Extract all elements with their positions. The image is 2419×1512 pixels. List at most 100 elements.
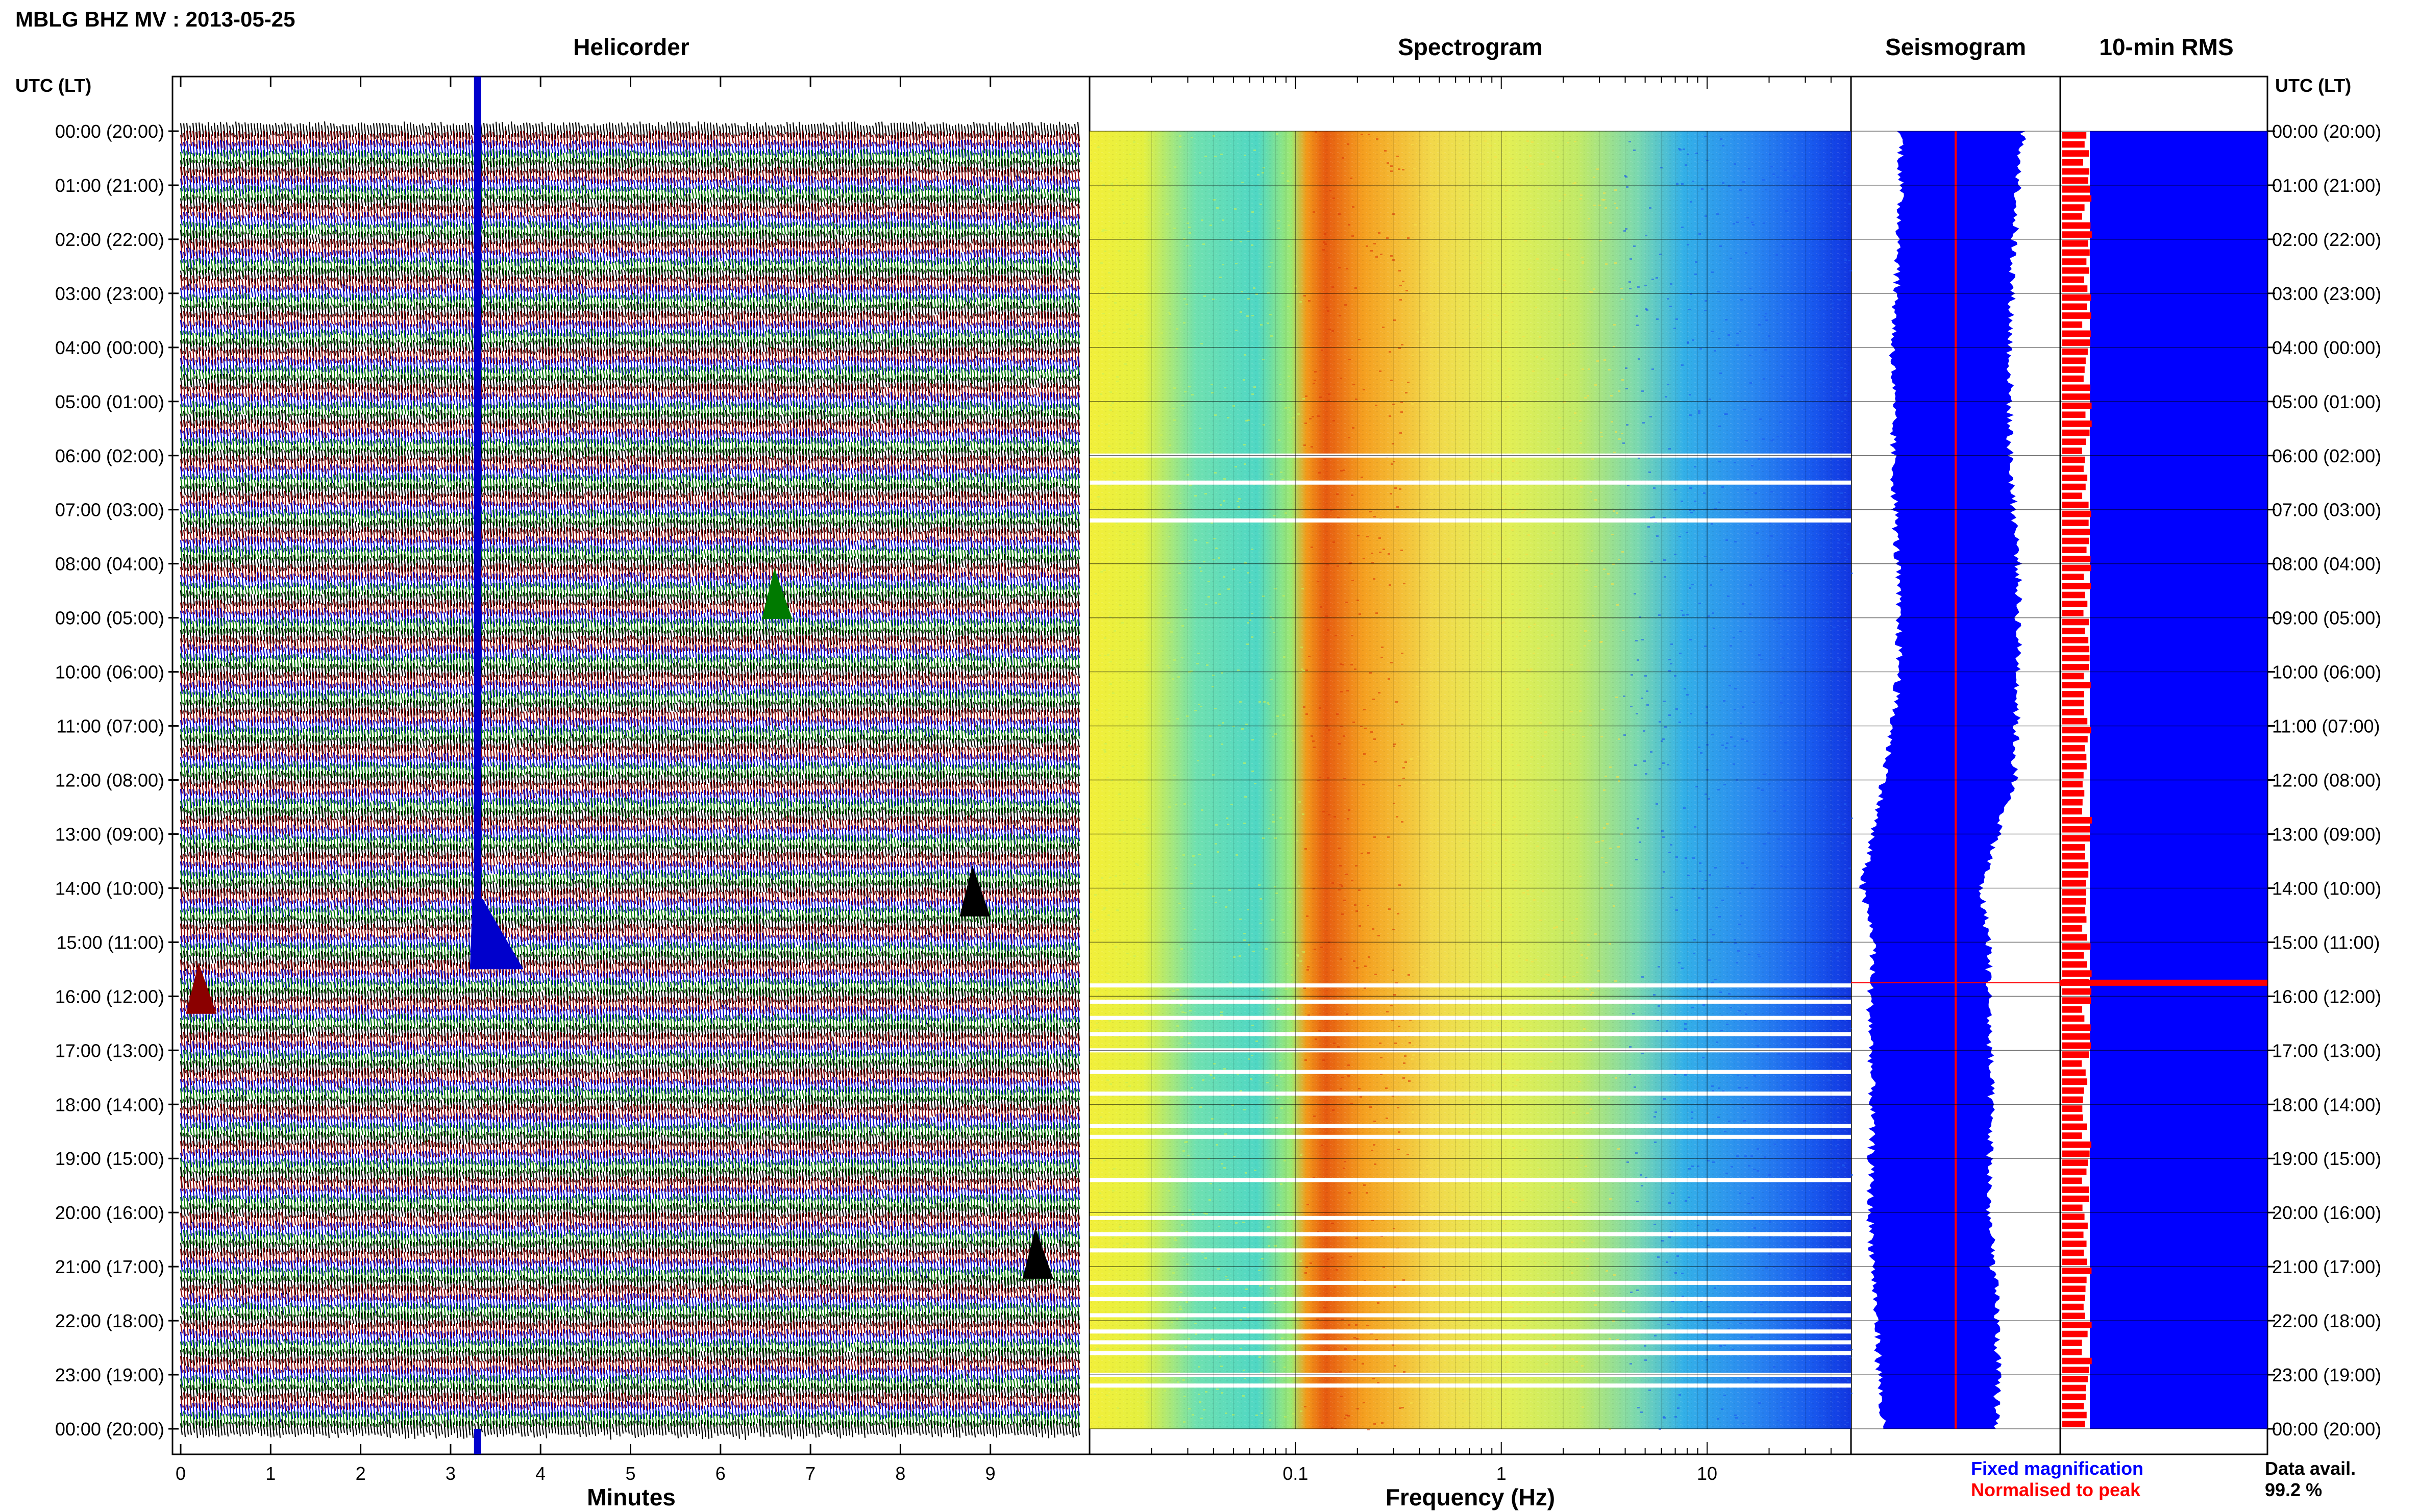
spectrogram-cell	[1392, 404, 1395, 405]
spectrogram-cell	[1641, 390, 1644, 392]
spectrogram-cell	[1424, 875, 1426, 877]
spectrogram-cell	[1620, 288, 1623, 289]
spectrogram-cell	[1389, 584, 1391, 586]
rms-red-bar	[2062, 663, 2089, 671]
rms-red-bar	[2062, 871, 2089, 878]
spectrogram-cell	[1679, 1394, 1681, 1396]
spectrogram-cell	[1571, 932, 1573, 934]
spectrogram-cell	[1528, 626, 1531, 628]
spectrogram-cell	[1659, 254, 1662, 255]
spectrogram-cell	[1276, 1215, 1278, 1217]
spectrogram-cell	[1313, 747, 1316, 748]
spectrogram-cell	[1223, 1167, 1226, 1169]
spectrogram-cell	[1437, 313, 1440, 315]
spectrogram-cell	[1240, 1090, 1242, 1092]
spectrogram-cell	[1562, 428, 1565, 429]
spectrogram-cell	[1792, 526, 1794, 528]
spectrogram-cell	[1429, 893, 1431, 895]
spectrogram-cell	[1106, 1395, 1108, 1396]
spectrogram-cell	[1689, 394, 1691, 395]
spectrogram-cell	[1373, 1121, 1376, 1122]
spectrogram-cell	[1695, 786, 1698, 787]
spectrogram-cell	[1693, 953, 1695, 954]
helicorder-trace	[180, 716, 1080, 738]
spectrogram-cell	[1804, 1100, 1807, 1102]
helicorder-trace	[180, 626, 1080, 648]
spectrogram-cell	[1125, 1334, 1128, 1335]
spectrogram-cell	[1398, 348, 1401, 349]
spectrogram-cell	[1289, 901, 1291, 903]
spectrogram-cell	[1460, 840, 1462, 841]
helicorder-trace	[180, 698, 1080, 720]
spectrogram-cell	[1274, 837, 1277, 839]
spectrogram-cell	[1748, 1165, 1750, 1167]
spectrogram-cell	[1841, 1106, 1844, 1107]
spectrogram-cell	[1378, 692, 1380, 693]
spectrogram-title: Spectrogram	[1398, 34, 1543, 60]
spectrogram-cell	[1213, 538, 1216, 539]
spectrogram-cell	[1437, 707, 1439, 709]
spectrogram-cell	[1719, 373, 1722, 374]
spectrogram-gap	[1090, 1032, 1851, 1036]
spectrogram-cell	[1152, 1403, 1154, 1404]
spectrogram-cell	[1679, 149, 1682, 151]
spectrogram-cell	[1716, 1229, 1719, 1231]
spectrogram-cell	[1601, 840, 1604, 841]
spectrogram-cell	[1804, 170, 1807, 171]
spectrogram-cell	[1765, 1267, 1768, 1269]
spectrogram-cell	[1285, 407, 1287, 409]
spectrogram-cell	[1534, 624, 1536, 625]
spectrogram-cell	[1198, 854, 1201, 855]
spectrogram-cell	[1650, 751, 1652, 753]
spectrogram-cell	[1562, 730, 1564, 731]
spectrogram-cell	[1756, 532, 1759, 534]
spectrogram-cell	[1121, 532, 1123, 533]
spectrogram-cell	[1802, 236, 1805, 238]
spectrogram-cell	[1544, 731, 1547, 733]
spectrogram-cell	[1179, 503, 1181, 504]
spectrogram-cell	[1609, 222, 1612, 224]
helicorder-trace	[180, 356, 1080, 377]
spectrogram-cell	[1707, 1306, 1710, 1307]
spectrogram-cell	[1688, 1197, 1690, 1198]
spectrogram-cell	[1840, 367, 1843, 368]
spectrogram-cell	[1751, 221, 1754, 223]
spectrogram-cell	[1706, 1359, 1708, 1360]
spectrogram-cell	[1437, 886, 1440, 888]
rms-red-bar	[2062, 1069, 2086, 1076]
rms-red-bar	[2062, 510, 2091, 517]
spectrogram-cell	[1597, 970, 1600, 972]
spectrogram-cell	[1417, 756, 1420, 757]
spectrogram-cell	[1267, 323, 1269, 324]
spectrogram-cell	[1775, 254, 1778, 256]
spectrogram-cell	[1590, 1108, 1592, 1110]
spectrogram-cell	[1772, 439, 1774, 440]
spectrogram-cell	[1497, 340, 1500, 342]
spectrogram-cell	[1159, 589, 1162, 591]
spectrogram-cell	[1158, 1102, 1161, 1104]
spectrogram-cell	[1108, 445, 1110, 447]
spectrogram-cell	[1414, 1046, 1416, 1047]
spectrogram-cell	[1142, 824, 1145, 825]
spectrogram-cell	[1541, 1068, 1543, 1069]
spectrogram-cell	[1260, 923, 1262, 924]
spectrogram-cell	[1230, 804, 1233, 805]
spectrogram-cell	[1335, 635, 1337, 636]
spectrogram-cell	[1738, 1087, 1741, 1088]
spectrogram-cell	[1525, 834, 1527, 836]
spectrogram-cell	[1348, 809, 1350, 811]
spectrogram-cell	[1757, 787, 1760, 789]
spectrogram-cell	[1102, 313, 1105, 314]
spectrogram-cell	[1247, 419, 1250, 421]
spectrogram-cell	[1729, 685, 1731, 686]
spectrogram-cell	[1815, 461, 1817, 463]
spectrogram-cell	[1572, 1112, 1575, 1113]
rms-red-bar	[2062, 339, 2090, 346]
spectrogram-cell	[1844, 803, 1846, 805]
spectrogram-cell	[1166, 665, 1169, 666]
spectrogram-cell	[1779, 422, 1782, 423]
helicorder-trace	[180, 986, 1080, 1008]
spectrogram-cell	[1288, 376, 1290, 377]
spectrogram-cell	[1113, 1168, 1116, 1170]
spectrogram-cell	[1678, 148, 1681, 150]
